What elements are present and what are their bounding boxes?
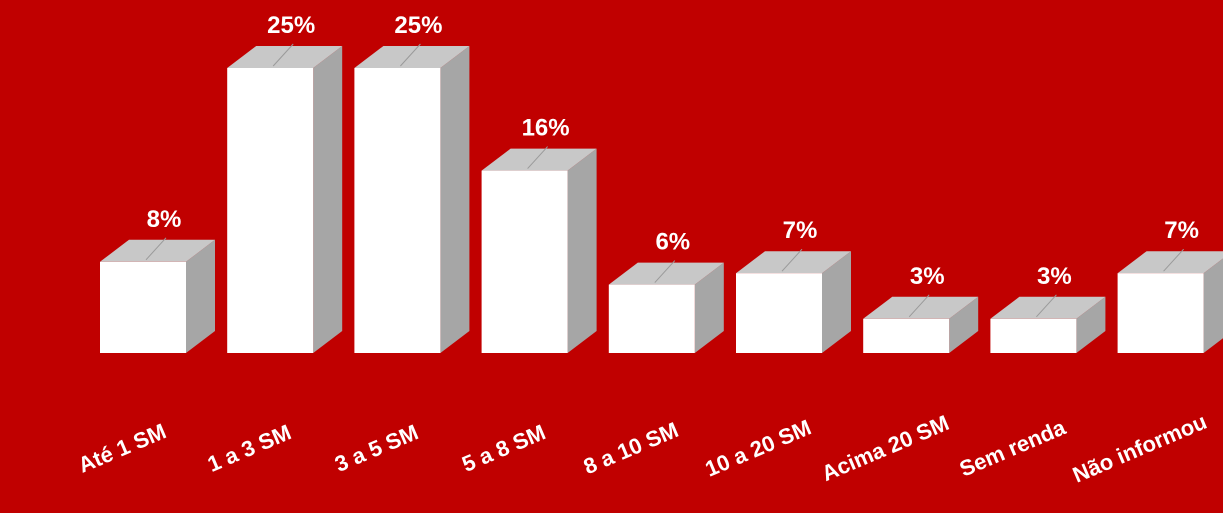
- bar-top: [863, 296, 979, 319]
- bar-front: [354, 68, 441, 353]
- bar-side: [567, 148, 597, 353]
- data-label: 7%: [1164, 217, 1199, 244]
- bar-top: [990, 296, 1106, 319]
- bar-side: [1203, 258, 1223, 353]
- bar-leader-line: [145, 237, 167, 261]
- data-label: 3%: [1037, 263, 1072, 290]
- bar-side: [822, 251, 851, 353]
- bar-leader-line: [272, 43, 294, 67]
- bar-leader-line: [527, 146, 548, 169]
- category-label: Não informou: [1069, 409, 1210, 488]
- data-label: 16%: [522, 115, 570, 142]
- bar-5: [608, 260, 724, 353]
- bar-front: [736, 273, 822, 353]
- category-label: 1 a 3 SM: [204, 419, 295, 476]
- category-label: Até 1 SM: [74, 418, 169, 477]
- bar-leader-line: [1163, 248, 1184, 272]
- bar-side: [694, 262, 724, 353]
- bar-leader-line: [400, 43, 421, 67]
- bar-front: [990, 318, 1077, 353]
- bar-front: [481, 170, 568, 353]
- bar-side: [949, 296, 979, 353]
- bar-1: [100, 237, 215, 353]
- bar-top: [481, 148, 597, 171]
- data-label: 3%: [910, 263, 945, 290]
- bar-top: [608, 262, 724, 285]
- bar-2: [227, 43, 343, 353]
- bar-4: [481, 146, 597, 353]
- category-label: 3 a 5 SM: [331, 419, 422, 476]
- bar-6: [736, 248, 851, 353]
- category-label: 10 a 20 SM: [701, 415, 814, 482]
- category-label: 8 a 10 SM: [580, 417, 682, 479]
- category-label: Acima 20 SM: [818, 410, 953, 486]
- bar-side: [186, 239, 215, 353]
- bar-leader-line: [654, 260, 676, 283]
- bar-side: [440, 46, 470, 353]
- data-label: 8%: [147, 206, 182, 233]
- bar-top: [1117, 251, 1223, 274]
- category-label: Sem renda: [956, 414, 1070, 481]
- data-label: 7%: [783, 217, 818, 244]
- bar-7: [863, 294, 979, 353]
- bar-top: [227, 46, 343, 68]
- bar-side: [313, 46, 343, 353]
- bar-leader-line: [781, 248, 803, 272]
- bar-9: [1117, 248, 1223, 353]
- data-label: 25%: [267, 12, 315, 39]
- bar-3: [354, 43, 470, 353]
- bar-8: [990, 294, 1106, 353]
- bar-side: [1076, 296, 1106, 353]
- bar-leader-line: [1036, 294, 1057, 318]
- bar-top: [736, 251, 851, 274]
- category-label: 5 a 8 SM: [458, 419, 549, 476]
- bar-top: [354, 46, 470, 68]
- data-label: 25%: [394, 12, 442, 39]
- bar-front: [608, 284, 695, 353]
- bar-leader-line: [908, 294, 930, 318]
- bar-top: [100, 239, 215, 262]
- bar-front: [227, 68, 314, 353]
- data-label: 6%: [655, 229, 690, 256]
- bar-front: [100, 261, 186, 353]
- bar-front: [863, 318, 950, 353]
- bar-front: [1117, 273, 1204, 353]
